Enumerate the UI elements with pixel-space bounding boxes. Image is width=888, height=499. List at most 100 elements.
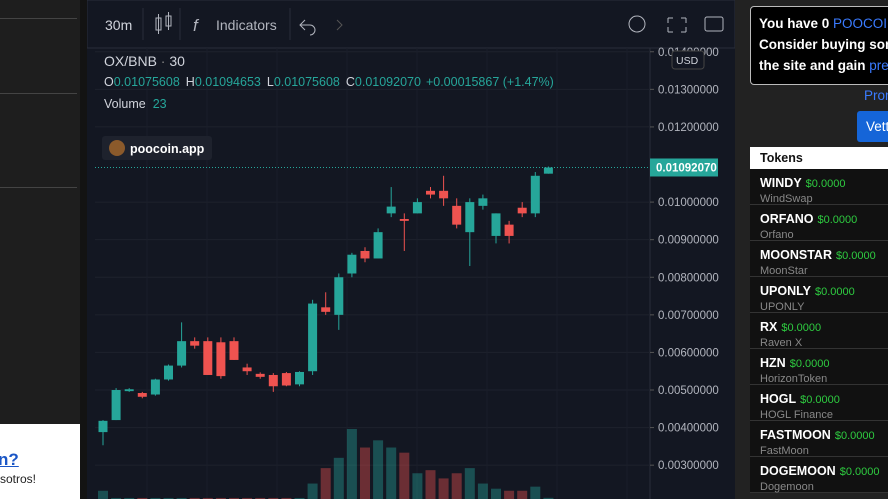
legend-key: L bbox=[267, 75, 274, 89]
candle-body bbox=[137, 393, 147, 397]
candle-body bbox=[426, 190, 435, 195]
volume-bar bbox=[412, 473, 423, 499]
token-name: HorizonToken bbox=[760, 373, 828, 385]
volume-bar bbox=[242, 497, 253, 499]
token-name: UPONLY bbox=[760, 301, 805, 313]
ad-link[interactable]: n? bbox=[0, 450, 19, 469]
last-price-label: 0.01092070 bbox=[656, 162, 717, 174]
volume-bar bbox=[111, 497, 122, 499]
token-symbol: DOGEMOON bbox=[760, 464, 836, 478]
token-name: Dogemoon bbox=[760, 481, 814, 493]
candle-body bbox=[164, 365, 173, 380]
token-row[interactable]: RX $0.0000 Raven X bbox=[750, 313, 888, 349]
candle-body bbox=[177, 341, 187, 366]
candle-body bbox=[517, 207, 527, 214]
token-name: HOGL Finance bbox=[760, 409, 833, 421]
volume-label: Volume bbox=[104, 97, 146, 111]
chart-widget: 30m f Indicators 0.014000000.013000000.0… bbox=[87, 0, 735, 499]
candle-icon[interactable] bbox=[155, 12, 172, 34]
screenshot[interactable] bbox=[704, 16, 724, 32]
token-price: $0.0000 bbox=[817, 214, 858, 226]
candle-body bbox=[452, 205, 462, 225]
vetted-button[interactable]: Vetted bbox=[857, 111, 888, 142]
token-row[interactable]: UPONLY $0.0000 UPONLY bbox=[750, 277, 888, 313]
token-name: Raven X bbox=[760, 337, 803, 349]
volume-bar bbox=[425, 470, 436, 499]
volume-bar bbox=[137, 497, 148, 499]
currency-box bbox=[671, 50, 705, 70]
y-tick-label: 0.00500000 bbox=[658, 385, 719, 397]
volume-bar bbox=[307, 483, 318, 499]
tokens-list: Tokens WINDY $0.0000 WindSwap ORFANO $0.0000 O… bbox=[750, 147, 888, 499]
legend-value: 0.01092070 bbox=[355, 75, 421, 89]
notice-text: the site and gain bbox=[759, 58, 870, 73]
token-row[interactable]: WINDY $0.0000 WindSwap bbox=[750, 169, 888, 205]
candle-body bbox=[229, 341, 239, 360]
token-row[interactable]: FASTMOON $0.0000 FastMoon bbox=[750, 421, 888, 457]
token-price: $0.0000 bbox=[834, 430, 875, 442]
volume-legend: Volume 23 bbox=[104, 97, 167, 111]
fullscreen[interactable] bbox=[667, 17, 687, 33]
volume-bar bbox=[530, 486, 541, 499]
notice-link[interactable]: premium bbox=[869, 58, 888, 73]
candle-body bbox=[268, 374, 278, 387]
y-tick-label: 0.01300000 bbox=[658, 84, 719, 96]
token-row[interactable]: HOGL $0.0000 HOGL Finance bbox=[750, 385, 888, 421]
candle-body bbox=[124, 389, 134, 392]
candle-body bbox=[439, 190, 449, 199]
y-tick-label: 0.00900000 bbox=[658, 235, 719, 247]
legend-value: 0.01075608 bbox=[114, 75, 180, 89]
candle-body bbox=[321, 307, 331, 312]
candle-body bbox=[190, 341, 200, 346]
token-row[interactable]: MOONSTAR $0.0000 MoonStar bbox=[750, 241, 888, 277]
symbol: OX/BNB bbox=[104, 53, 157, 69]
candle-body bbox=[347, 254, 357, 274]
candle-body bbox=[399, 219, 409, 221]
token-price: $0.0000 bbox=[836, 250, 876, 262]
volume-bar bbox=[373, 440, 384, 499]
promote-link[interactable]: Promote bbox=[864, 88, 888, 103]
candle-body bbox=[203, 341, 213, 375]
volume-bar bbox=[294, 497, 305, 499]
candle-body bbox=[308, 303, 318, 372]
token-price: $0.0000 bbox=[781, 322, 822, 334]
volume-bar bbox=[215, 497, 226, 499]
volume-bar bbox=[464, 468, 475, 499]
volume-bar bbox=[438, 478, 449, 499]
token-price: $0.0000 bbox=[800, 394, 840, 406]
indicators-button[interactable]: Indicators bbox=[216, 17, 277, 33]
last-price-tag bbox=[650, 158, 718, 177]
y-tick-label: 0.01200000 bbox=[658, 122, 719, 134]
volume-bar bbox=[399, 452, 410, 499]
token-row[interactable]: DOGEMOON $0.0000 Dogemoon bbox=[750, 457, 888, 493]
token-symbol: HOGL bbox=[760, 392, 797, 406]
volume-bar bbox=[176, 497, 187, 499]
volume-bar bbox=[386, 447, 397, 499]
separator: · bbox=[157, 53, 169, 69]
fx-icon[interactable]: f bbox=[193, 16, 200, 35]
volume-bar bbox=[281, 497, 292, 499]
ad-box: n? sotros! bbox=[0, 424, 80, 499]
volume-bar bbox=[98, 490, 108, 499]
token-symbol: MOONSTAR bbox=[760, 248, 832, 262]
divider bbox=[0, 93, 77, 94]
settings[interactable] bbox=[628, 15, 646, 33]
ad-text: sotros! bbox=[0, 472, 37, 486]
candle-body bbox=[255, 373, 265, 377]
redo[interactable] bbox=[336, 19, 343, 31]
interval-button[interactable]: 30m bbox=[105, 17, 132, 33]
token-name: FastMoon bbox=[760, 445, 809, 457]
currency[interactable]: USD bbox=[676, 55, 699, 67]
candle-body bbox=[478, 198, 488, 206]
token-row[interactable]: HZN $0.0000 HorizonToken bbox=[750, 349, 888, 385]
undo[interactable] bbox=[299, 19, 316, 36]
notice-text: You have 0 bbox=[759, 16, 834, 31]
token-row[interactable]: ORFANO $0.0000 Orfano bbox=[750, 205, 888, 241]
token-symbol: ORFANO bbox=[760, 212, 814, 226]
token-symbol: UPONLY bbox=[760, 284, 811, 298]
notice-token[interactable]: POOCOIN bbox=[833, 16, 888, 31]
token-symbol: HZN bbox=[760, 356, 786, 370]
candle-body bbox=[373, 232, 383, 259]
candle-body bbox=[216, 342, 226, 377]
